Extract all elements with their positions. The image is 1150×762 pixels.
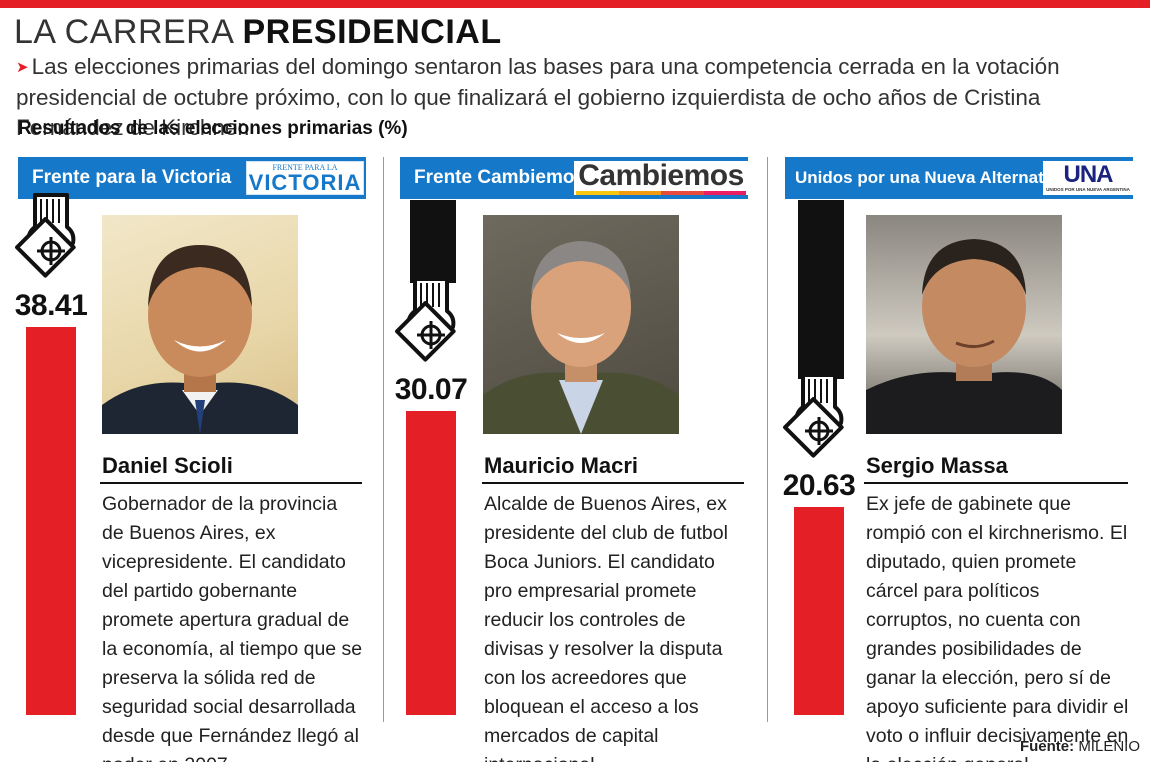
- party-name: Unidos por una Nueva Alternativa: [795, 168, 1068, 187]
- photo-massa: [866, 215, 1062, 434]
- una-logo: UNA UNIDOS POR UNA NUEVA ARGENTINA: [1043, 161, 1133, 195]
- title-bold: PRESIDENCIAL: [242, 13, 502, 51]
- party-name: Frente Cambiemos: [414, 167, 586, 188]
- intro-body: Las elecciones primarias del domingo sen…: [16, 54, 1060, 140]
- una-logo-small: UNIDOS POR UNA NUEVA ARGENTINA: [1046, 187, 1130, 192]
- candidate-desc-scioli: Gobernador de la provincia de Buenos Air…: [102, 493, 363, 762]
- party-header-una: Unidos por una Nueva Alternativa UNA UNI…: [785, 157, 1133, 199]
- candidate-name-massa: Sergio Massa: [866, 453, 1008, 478]
- bar-macri: [406, 411, 456, 715]
- section-title: Resultados de las elecciones primarias (…: [18, 118, 408, 139]
- name-underline: [100, 482, 362, 484]
- portrait-image: [102, 245, 298, 434]
- ballot-hand-icon: [783, 372, 844, 458]
- party-header-cambiemos: Frente Cambiemos Cambiemos: [400, 157, 748, 199]
- top-accent-bar: [0, 0, 1150, 8]
- ballot-hand-icon: [395, 277, 456, 362]
- candidate-desc-massa: Ex jefe de gabinete que rompió con el ki…: [866, 493, 1129, 762]
- name-underline: [864, 482, 1128, 484]
- page-title: LA CARRERA PRESIDENCIAL: [14, 12, 502, 52]
- bar-massa: [794, 506, 844, 715]
- victoria-logo-big: VICTORIA: [248, 169, 362, 195]
- red-arrow-icon: ➤: [16, 59, 29, 76]
- bar-stem: [798, 200, 844, 379]
- source-label: Fuente:: [1019, 738, 1075, 755]
- value-label-scioli: 38.41: [14, 289, 88, 322]
- candidate-name-scioli: Daniel Scioli: [102, 453, 233, 478]
- column-divider: [767, 157, 768, 722]
- name-underline: [482, 482, 744, 484]
- victoria-logo: FRENTE PARA LA VICTORIA: [246, 161, 364, 195]
- portrait-image: [866, 239, 1062, 434]
- photo-scioli: [102, 215, 298, 434]
- value-label-massa: 20.63: [782, 468, 856, 502]
- bar-scioli: [26, 327, 76, 715]
- candidate-desc-macri: Alcalde de Buenos Aires, ex presidente d…: [484, 493, 728, 762]
- bar-stem: [410, 200, 456, 284]
- title-light: LA CARRERA: [14, 13, 233, 51]
- party-name: Frente para la Victoria: [32, 167, 232, 188]
- una-logo-big: UNA: [1063, 161, 1114, 188]
- intro-text: ➤ Las elecciones primarias del domingo se…: [16, 52, 1141, 143]
- column-divider: [383, 157, 384, 722]
- photo-macri: [483, 215, 679, 434]
- candidate-name-macri: Mauricio Macri: [484, 453, 639, 478]
- portrait-image: [483, 241, 679, 434]
- victoria-logo-small: FRENTE PARA LA: [272, 162, 338, 172]
- cambiemos-logo-stripes: [576, 191, 746, 195]
- ballot-hand-icon: [15, 193, 76, 278]
- value-label-macri: 30.07: [394, 373, 468, 407]
- source-credit: Fuente: MILENIO: [1020, 738, 1140, 755]
- party-header-victoria: Frente para la Victoria FRENTE PARA LA V…: [18, 157, 366, 199]
- cambiemos-logo: Cambiemos: [574, 161, 748, 195]
- source-value: MILENIO: [1078, 738, 1140, 755]
- cambiemos-logo-text: Cambiemos: [578, 161, 744, 192]
